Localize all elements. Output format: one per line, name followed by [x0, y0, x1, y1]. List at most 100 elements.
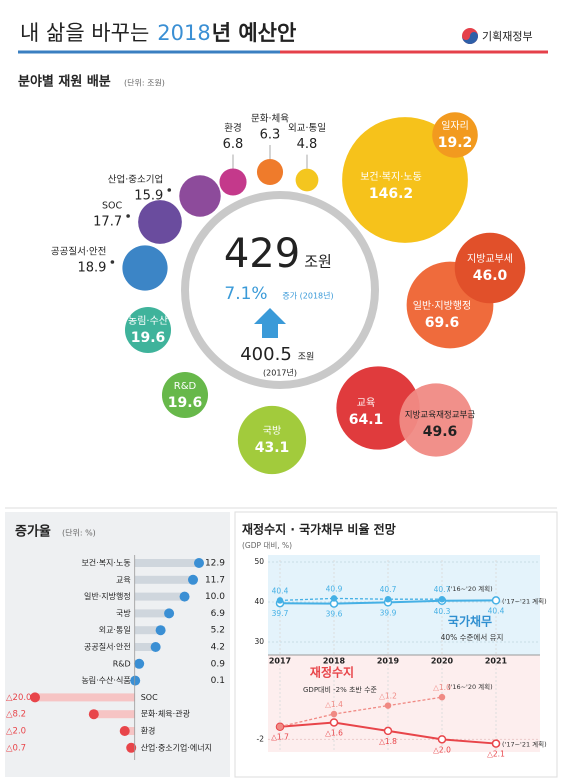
- bubble: [161, 371, 209, 419]
- annotation: GDP대비 -2% 초반 수준: [303, 685, 378, 694]
- point: [491, 596, 501, 605]
- bubble-value: 4.8: [297, 137, 318, 152]
- point: [383, 726, 393, 736]
- bar-cap: [155, 625, 166, 636]
- growth-arrow: [254, 308, 286, 338]
- bubble-value: 46.0: [473, 268, 508, 284]
- category-label: 환경: [141, 726, 156, 736]
- value-label: △2.0: [6, 727, 26, 737]
- previous-unit: 조원: [298, 352, 315, 363]
- category-label: 문화·체육·관광: [141, 709, 191, 719]
- bubble-label: 외교·통일: [288, 122, 326, 134]
- bubble-label: 보건·복지·노동: [360, 171, 422, 183]
- growth-label: 7.1%: [224, 284, 267, 304]
- point: [330, 595, 338, 602]
- category-label: 교육: [116, 575, 131, 584]
- value-label: 0.9: [211, 659, 226, 669]
- value-label: 11.7: [205, 575, 225, 585]
- leader-dot: [126, 214, 130, 218]
- total-value: 429: [224, 231, 300, 277]
- value-label: 40.7: [434, 585, 451, 594]
- value-label: 0.1: [211, 676, 225, 686]
- section-unit: (단위: 조원): [124, 78, 165, 88]
- value-label: 39.9: [380, 608, 397, 617]
- value-label: 40.9: [326, 584, 343, 593]
- leader-dot: [110, 260, 115, 264]
- category-label: SOC: [141, 693, 158, 702]
- category-label: 산업·중소기업·에너지: [141, 742, 212, 752]
- x-tick-label: 2020: [431, 657, 454, 666]
- point: [276, 597, 284, 604]
- value-label: 40.7: [380, 585, 397, 594]
- series-name: ('16~'20 계획): [448, 584, 493, 593]
- bubble: [454, 232, 526, 304]
- bar-cap: [126, 742, 137, 753]
- section-title: 재정수지 · 국가채무 비율 전망: [242, 522, 396, 537]
- bubble-value: 19.2: [438, 135, 473, 151]
- x-tick-label: 2019: [377, 657, 400, 666]
- bubble-value: 19.6: [168, 395, 203, 411]
- bar-cap: [134, 658, 145, 669]
- value-label: 39.6: [326, 610, 343, 619]
- previous-value: 400.5: [240, 344, 292, 365]
- total-unit: 조원: [304, 253, 332, 271]
- bubble: [122, 245, 168, 291]
- center-circle: [181, 191, 379, 389]
- bubble-value: 6.3: [260, 127, 281, 142]
- title-part: 년 예산안: [212, 21, 297, 45]
- bar-cap: [188, 574, 199, 585]
- bubble-label: 문화·체육: [251, 113, 289, 124]
- x-tick-label: 2018: [323, 657, 346, 666]
- bar: [35, 693, 135, 702]
- value-label: △8.2: [6, 710, 26, 720]
- bubble-value: 6.8: [223, 137, 244, 152]
- value-label: 5.2: [211, 626, 225, 636]
- bar-cap: [194, 558, 205, 568]
- band: [268, 555, 540, 655]
- bar-cap: [150, 642, 161, 652]
- point: [438, 595, 446, 603]
- bar: [134, 643, 156, 651]
- series-name: ('16~'20 계획): [448, 682, 493, 691]
- annotation: 국가채무: [448, 614, 492, 629]
- bubble-label: SOC: [102, 201, 123, 212]
- annotation: 재정수지: [310, 665, 354, 680]
- bubble: [342, 117, 468, 243]
- value-label: △1.2: [379, 692, 397, 701]
- bubble-chart: 보건·복지·노동 146.2 일자리 19.2 일반·지방행정 69.6 지방교부세 46.0…: [51, 112, 526, 475]
- x-tick-label: 2017: [269, 657, 291, 666]
- leader-dot: [167, 188, 172, 192]
- category-label: 외교·통일: [99, 625, 131, 635]
- value-label: 40.3: [434, 607, 451, 616]
- section-unit: (GDP 대비, %): [242, 541, 292, 550]
- line-chart: 30 40 50 -2 2017 2018 2019 2020 2021 39.7 39.6 39.9…: [254, 557, 546, 759]
- y-tick-label: 50: [254, 557, 264, 566]
- bar: [134, 575, 194, 584]
- bubble-value: 64.1: [349, 412, 384, 428]
- logo: 기획재정부: [462, 28, 533, 44]
- bubble-label: 지방교부세: [467, 253, 513, 265]
- bar: [134, 592, 185, 601]
- y-tick-label: 40: [254, 597, 264, 606]
- bubble-label: R&D: [174, 381, 197, 392]
- category-label: 일반·지방행정: [84, 591, 131, 601]
- value-label: △1.4: [325, 700, 343, 709]
- previous-note: (2017년): [263, 368, 297, 378]
- bubble-value: 49.6: [423, 424, 458, 440]
- bubble: [179, 175, 221, 217]
- panel: [5, 512, 230, 777]
- center-total: 429 조원 7.1% 증가 (2018년) 400.5 조원 (2017년): [181, 191, 379, 389]
- bubble-value: 15.9: [134, 189, 163, 204]
- bubble-label: 농림·수산: [128, 315, 168, 327]
- title-part: 내 삶을 바꾸는: [20, 21, 149, 45]
- category-label: 보건·복지·노동: [81, 558, 130, 568]
- bar: [134, 626, 161, 635]
- value-label: △1.7: [271, 733, 289, 742]
- bar: [134, 559, 200, 567]
- bubble-value: 146.2: [369, 186, 413, 202]
- series-name: ('17~'21 계획): [502, 596, 547, 605]
- category-label: 농림·수산·식품: [81, 675, 130, 685]
- value-label: 40.4: [488, 606, 505, 615]
- bubble: [219, 168, 247, 196]
